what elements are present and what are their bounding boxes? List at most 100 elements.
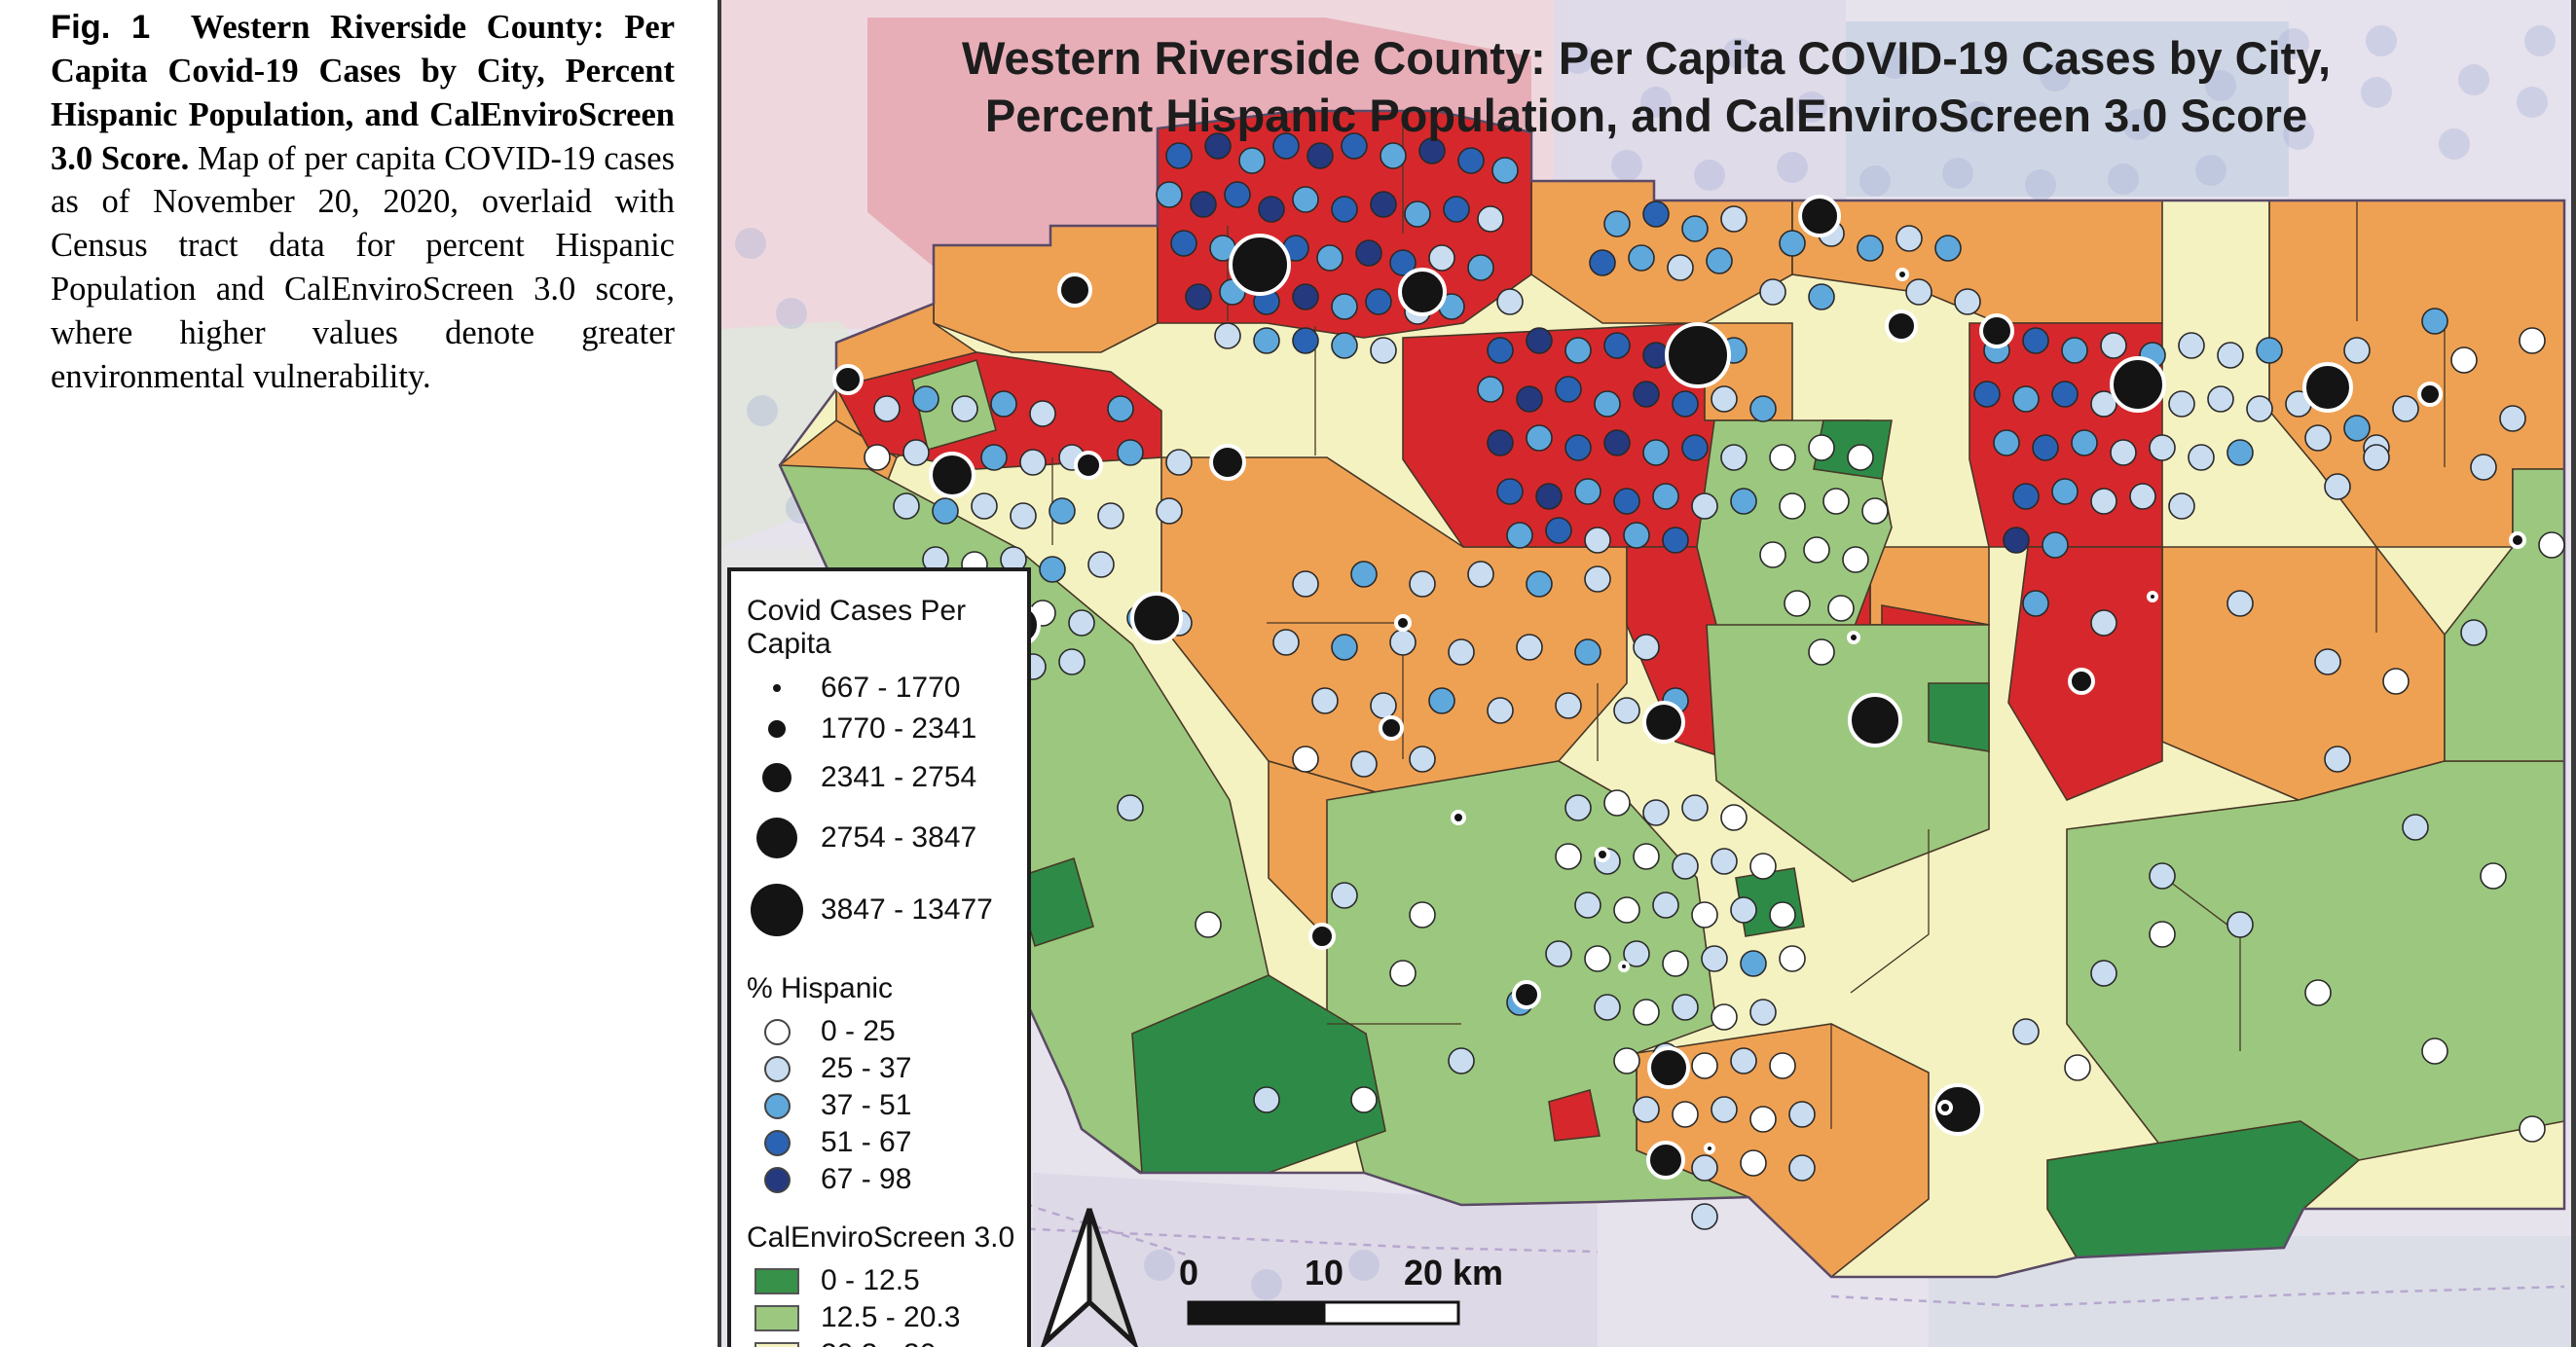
hispanic-dot	[1808, 434, 1835, 461]
hispanic-dot	[1730, 896, 1757, 924]
hispanic-dot	[1404, 200, 1431, 228]
hispanic-dot	[1555, 376, 1582, 403]
faded-dot	[735, 228, 766, 259]
hispanic-dot	[2402, 814, 2429, 841]
legend-item-label: 667 - 1770	[821, 672, 961, 704]
city-case-dot	[929, 452, 975, 498]
hispanic-color-dot	[763, 1092, 791, 1119]
background-region	[1846, 21, 2289, 197]
hispanic-dot	[1749, 395, 1777, 422]
faded-dot	[1694, 160, 1725, 191]
hispanic-dot	[1380, 142, 1407, 169]
city-case-dot	[1647, 1046, 1690, 1089]
faded-dot	[1962, 101, 1993, 132]
hispanic-dot	[1740, 1149, 1767, 1177]
hispanic-dot	[1642, 439, 1670, 466]
hispanic-dot	[1341, 132, 1368, 160]
hispanic-dot	[1389, 249, 1417, 276]
hispanic-dot	[2051, 478, 2079, 505]
hispanic-dot	[2304, 979, 2332, 1006]
hispanic-dot	[2110, 439, 2137, 466]
hispanic-dot	[1613, 1047, 1640, 1074]
city-case-dot	[2147, 591, 2158, 602]
legend-item-label: 25 - 37	[821, 1052, 912, 1084]
hispanic-dot	[1633, 999, 1660, 1026]
covid-size-dot	[768, 720, 786, 738]
north-arrow-icon	[1086, 1208, 1138, 1347]
legend-item-label: 0 - 25	[821, 1015, 896, 1047]
hispanic-dot	[1691, 1052, 1718, 1079]
hispanic-dot	[1711, 848, 1738, 875]
hispanic-dot	[1185, 283, 1212, 310]
faded-dot	[1611, 150, 1642, 181]
hispanic-dot	[2304, 424, 2332, 452]
hispanic-dot	[1545, 940, 1572, 967]
city-case-dot	[1512, 980, 1541, 1009]
hispanic-dot	[1769, 444, 1796, 471]
hispanic-dot	[1039, 556, 1066, 583]
hispanic-dot	[1350, 1086, 1378, 1113]
hispanic-dot	[1672, 1101, 1699, 1128]
hispanic-dot	[1350, 750, 1378, 778]
hispanic-dot	[951, 395, 978, 422]
hispanic-dot	[1681, 794, 1709, 821]
legend-item-label: 2754 - 3847	[821, 821, 977, 854]
hispanic-dot	[1672, 853, 1699, 880]
city-case-dot	[1665, 322, 1731, 388]
hispanic-dot	[1272, 132, 1300, 160]
legend-item: 20.3 - 30	[747, 1336, 1027, 1347]
hispanic-dot	[2012, 1018, 2040, 1045]
faded-dot	[776, 298, 807, 329]
hispanic-dot	[1730, 488, 1757, 515]
hispanic-dot	[1370, 692, 1397, 719]
figure-caption: Fig. 1 Western Riverside County: Per Cap…	[0, 0, 718, 1347]
hispanic-dot	[2421, 308, 2448, 335]
faded-dot	[1563, 43, 1594, 74]
hispanic-dot	[2188, 444, 2215, 471]
legend-covid-items: 667 - 1770 1770 - 2341 2341 - 2754 2754 - 3…	[731, 669, 1027, 949]
hispanic-dot	[1769, 901, 1796, 928]
hispanic-dot	[1574, 478, 1601, 505]
covid-size-dot	[751, 884, 803, 936]
city-case-dot	[2110, 356, 2166, 413]
hispanic-dot	[1973, 381, 2001, 408]
faded-dot	[1251, 1269, 1282, 1300]
hispanic-dot	[1224, 181, 1251, 208]
scalebar-label: 20 km	[1404, 1253, 1503, 1292]
hispanic-dot	[1526, 424, 1553, 452]
hispanic-dot	[1350, 561, 1378, 588]
hispanic-dot	[1311, 687, 1339, 714]
legend-hispanic-title: % Hispanic	[747, 972, 894, 1004]
hispanic-dot	[1769, 1052, 1796, 1079]
hispanic-dot	[1691, 1154, 1718, 1182]
hispanic-dot	[1306, 142, 1334, 169]
hispanic-dot	[1730, 1047, 1757, 1074]
hispanic-dot	[2168, 390, 2195, 418]
hispanic-dot	[1535, 483, 1563, 510]
hispanic-dot	[1331, 293, 1358, 320]
hispanic-dot	[2012, 483, 2040, 510]
hispanic-dot	[1448, 1047, 1475, 1074]
hispanic-dot	[1822, 488, 1850, 515]
hispanic-dot	[2480, 862, 2507, 890]
hispanic-dot	[2226, 911, 2254, 938]
hispanic-dot	[1516, 385, 1543, 413]
enviroscreen-swatch	[754, 1267, 799, 1294]
hispanic-dot	[1487, 337, 1514, 364]
hispanic-dot	[1808, 638, 1835, 666]
hispanic-dot	[1165, 142, 1193, 169]
hispanic-dot	[2392, 395, 2419, 422]
hispanic-dot	[1409, 901, 1436, 928]
hispanic-dot	[1389, 960, 1417, 987]
hispanic-dot	[1491, 157, 1519, 184]
faded-dot	[1796, 91, 1827, 123]
hispanic-dot	[1589, 249, 1616, 276]
hispanic-dot	[2519, 1115, 2546, 1143]
legend-item: 2341 - 2754	[747, 750, 1027, 805]
hispanic-dot	[1516, 634, 1543, 661]
hispanic-dot	[2090, 960, 2117, 987]
figure-label: Fig. 1	[51, 9, 151, 46]
hispanic-dot	[1628, 244, 1655, 272]
tract-region	[2066, 760, 2565, 1161]
scalebar-white-segment	[1322, 1300, 1460, 1326]
